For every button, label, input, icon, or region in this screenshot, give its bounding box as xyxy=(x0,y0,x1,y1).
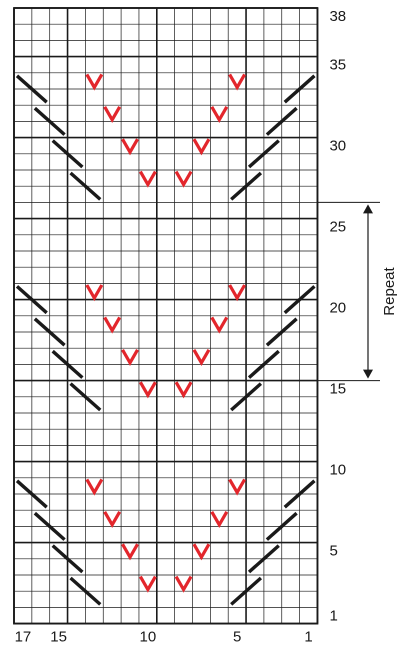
row-label: 30 xyxy=(329,138,346,155)
slant-right-symbol xyxy=(265,511,298,541)
vee-symbol xyxy=(228,284,247,302)
slant-right-symbol xyxy=(247,544,280,574)
vee-symbol xyxy=(210,316,229,334)
repeat-arrow-up-icon xyxy=(363,204,373,214)
vee-symbol xyxy=(103,316,122,334)
slant-right-symbol xyxy=(230,576,263,606)
row-label: 15 xyxy=(329,381,346,398)
vee-symbol xyxy=(174,170,193,188)
grid-border xyxy=(13,7,319,625)
vee-symbol xyxy=(192,349,211,367)
vee-symbol xyxy=(210,106,229,124)
vee-symbol xyxy=(228,73,247,91)
vee-symbol xyxy=(174,575,193,593)
column-label: 5 xyxy=(233,629,241,646)
axis-labels: 38 35 30 25 20 15 10 5 1 17 15 10 5 1 xyxy=(15,8,347,646)
slant-left-symbol xyxy=(15,285,48,315)
row-label: 38 xyxy=(329,8,346,25)
vee-symbol xyxy=(121,543,139,561)
vee-symbol xyxy=(210,511,229,529)
column-label: 10 xyxy=(140,629,157,646)
vee-symbol xyxy=(192,543,211,561)
slant-left-symbol xyxy=(33,317,66,347)
slant-left-symbol xyxy=(69,576,102,606)
slant-left-symbol xyxy=(15,74,48,104)
slant-left-symbol xyxy=(51,349,84,379)
vee-symbol xyxy=(174,381,193,399)
vee-symbol xyxy=(85,73,104,91)
slant-left-symbol xyxy=(33,511,66,541)
slant-right-symbol xyxy=(247,139,280,169)
vee-symbol xyxy=(85,478,104,496)
vee-symbol xyxy=(103,106,122,124)
repeat-label: Repeat xyxy=(381,266,398,315)
repeat-marker: Repeat xyxy=(317,201,398,382)
slant-right-symbol xyxy=(283,479,316,509)
vee-symbol xyxy=(121,138,139,156)
row-label: 20 xyxy=(329,300,346,317)
slant-right-symbol xyxy=(265,106,298,136)
vee-symbol xyxy=(138,170,157,188)
slant-right-symbol xyxy=(265,317,298,347)
row-label: 25 xyxy=(329,219,346,236)
slant-right-symbol xyxy=(283,74,316,104)
slant-left-symbol xyxy=(33,106,66,136)
vee-symbol xyxy=(138,381,157,399)
slant-right-symbol xyxy=(247,349,280,379)
column-label: 15 xyxy=(50,629,67,646)
row-label: 35 xyxy=(329,57,346,74)
vee-symbol xyxy=(103,511,122,529)
slant-right-symbol xyxy=(230,171,263,201)
repeat-arrow-down-icon xyxy=(363,369,373,379)
vee-symbol xyxy=(192,138,211,156)
row-label: 5 xyxy=(329,543,337,560)
column-label: 17 xyxy=(15,629,32,646)
vee-symbol xyxy=(121,349,139,367)
row-label: 10 xyxy=(329,462,346,479)
stitch-symbols xyxy=(15,73,316,606)
slant-left-symbol xyxy=(15,479,48,509)
slant-left-symbol xyxy=(51,139,84,169)
column-label: 1 xyxy=(304,629,312,646)
slant-left-symbol xyxy=(51,544,84,574)
vee-symbol xyxy=(85,284,104,302)
slant-right-symbol xyxy=(230,382,263,412)
row-label: 1 xyxy=(329,608,337,625)
vee-symbol xyxy=(228,478,247,496)
slant-right-symbol xyxy=(283,285,316,315)
vee-symbol xyxy=(138,575,157,593)
slant-left-symbol xyxy=(69,382,102,412)
grid xyxy=(13,7,319,625)
slant-left-symbol xyxy=(69,171,102,201)
